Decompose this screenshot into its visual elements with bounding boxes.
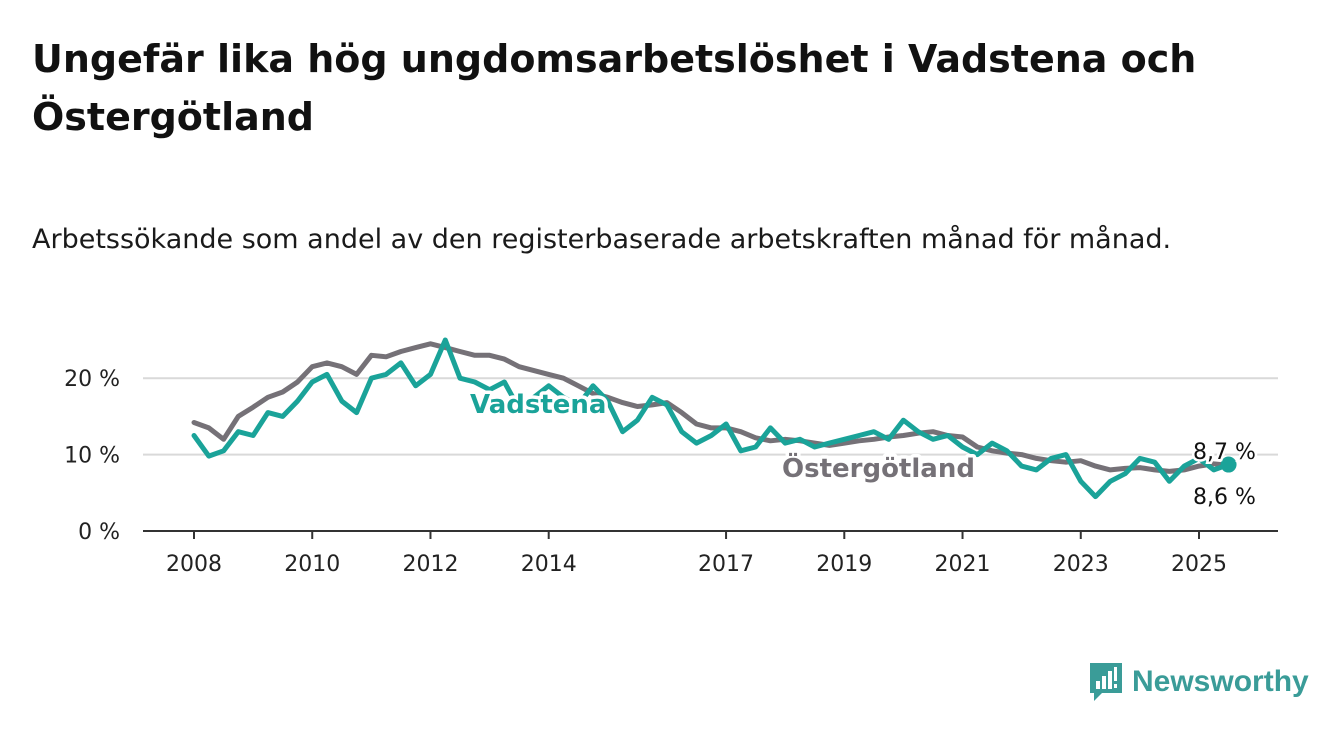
chart-subtitle: Arbetssökande som andel av den registerb… xyxy=(32,224,1172,255)
label-layer: Vadstena Östergötland 8,7 % 8,6 % xyxy=(467,387,1259,513)
series-label-vadstena: Vadstena xyxy=(470,390,606,420)
x-tick-label: 2021 xyxy=(935,552,991,577)
series-line-ostergotland xyxy=(191,341,1232,474)
x-tick-label: 2017 xyxy=(698,552,754,577)
newsworthy-logo-icon xyxy=(1090,663,1122,701)
grid-layer xyxy=(143,377,1278,456)
series-line-vadstena xyxy=(191,337,1232,500)
newsworthy-logo: Newsworthy xyxy=(1088,660,1309,704)
y-tick-label: 20 % xyxy=(64,367,120,392)
x-tick-label: 2023 xyxy=(1053,552,1109,577)
end-label-vadstena: 8,7 % xyxy=(1193,440,1256,465)
x-tick-label: 2025 xyxy=(1171,552,1227,577)
y-tick-label: 0 % xyxy=(78,520,120,545)
x-tick-label: 2010 xyxy=(284,552,340,577)
chart-title: Ungefär lika hög ungdomsarbetslöshet i V… xyxy=(32,37,1197,139)
x-tick-label: 2012 xyxy=(402,552,458,577)
vadstena-end-point xyxy=(1220,456,1237,473)
end-label-ostergotland: 8,6 % xyxy=(1193,485,1256,510)
x-tick-label: 2014 xyxy=(521,552,577,577)
brand-name: Newsworthy xyxy=(1132,665,1309,698)
series-label-ostergotland: Östergötland xyxy=(782,451,975,484)
x-tick-label: 2008 xyxy=(166,552,222,577)
x-tick-label: 2019 xyxy=(816,552,872,577)
axis-layer: 0 % 10 % 20 % 2008 2010 2012 2014 2017 2019 2021 2… xyxy=(64,367,1278,577)
y-tick-label: 10 % xyxy=(64,444,120,469)
series-layer xyxy=(191,337,1237,500)
